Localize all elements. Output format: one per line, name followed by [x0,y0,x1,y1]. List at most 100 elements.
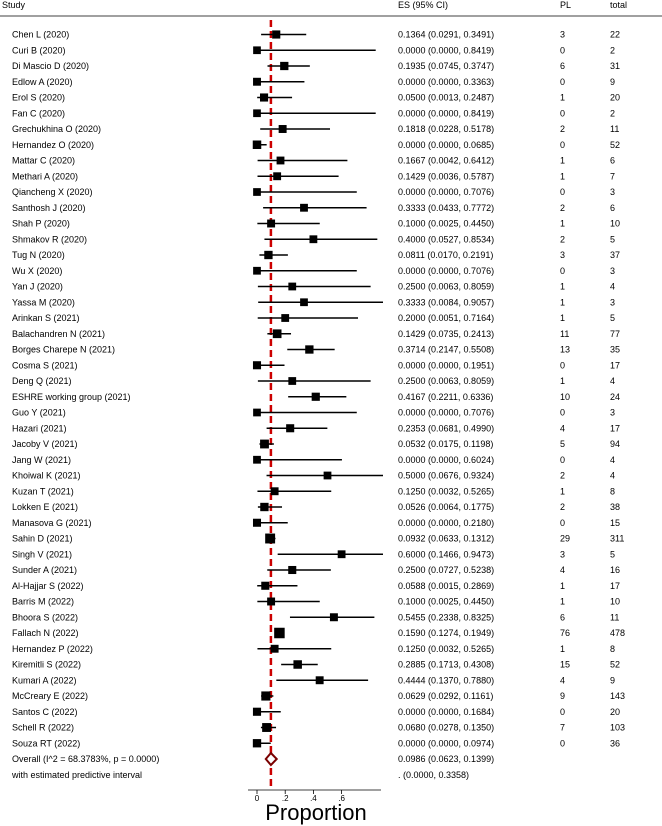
study-row: Erol S (2020) 0.0500 (0.0013, 0.2487) 1 20 [12,93,620,103]
total-value: 20 [610,707,620,717]
effect-size-marker [272,30,281,39]
total-value: 16 [610,565,620,575]
study-row: Curi B (2020) 0.0000 (0.0000, 0.8419) 0 2 [12,45,615,55]
effect-size-marker [288,282,297,291]
study-row: Deng Q (2021) 0.2500 (0.0063, 0.8059) 1 4 [12,376,615,386]
study-label: Guo Y (2021) [12,408,66,418]
pl-value: 0 [560,140,565,150]
pl-value: 1 [560,219,565,229]
study-row: McCreary E (2022) 0.0629 (0.0292, 0.1161)… [12,691,625,701]
study-row: Santhosh J (2020) 0.3333 (0.0433, 0.7772)… [12,203,615,213]
study-row: Methari A (2020) 0.1429 (0.0036, 0.5787) 1… [12,171,615,181]
es-ci-value: 0.0932 (0.0633, 0.1312) [398,534,494,544]
pl-value: 2 [560,234,565,244]
es-ci-value: 0.3333 (0.0433, 0.7772) [398,203,494,213]
effect-size-marker [278,125,287,133]
pl-value: 1 [560,486,565,496]
total-value: 4 [610,455,615,465]
effect-size-marker [288,377,297,385]
study-label: Souza RT (2022) [12,738,80,748]
x-tick-label: .4 [310,794,317,803]
es-ci-value: 0.1429 (0.0036, 0.5787) [398,171,494,181]
es-ci-value: 0.0000 (0.0000, 0.6024) [398,455,494,465]
header-total: total [610,0,627,10]
study-rows: Chen L (2020) 0.1364 (0.0291, 0.3491) 3 22 C… [12,30,625,749]
study-row: Chen L (2020) 0.1364 (0.0291, 0.3491) 3 22 [12,30,620,40]
study-row: Jang W (2021) 0.0000 (0.0000, 0.6024) 0 4 [12,455,615,465]
pl-value: 1 [560,282,565,292]
pl-value: 0 [560,738,565,748]
effect-size-marker [300,298,308,307]
study-label: Edlow A (2020) [12,77,73,87]
study-row: Tug N (2020) 0.0811 (0.0170, 0.2191) 3 37 [12,250,620,260]
study-row: Arinkan S (2021) 0.2000 (0.0051, 0.7164) 1… [12,313,615,323]
total-value: 9 [610,77,615,87]
pl-value: 2 [560,203,565,213]
es-ci-value: 0.0588 (0.0015, 0.2869) [398,581,494,591]
study-label: Singh V (2021) [12,549,72,559]
study-label: Di Mascio D (2020) [12,61,89,71]
effect-size-marker [280,61,289,71]
study-row: Fallach N (2022) 0.1590 (0.1274, 0.1949) 7… [12,627,625,639]
total-value: 11 [610,612,619,622]
header-study: Study [2,0,26,10]
effect-size-marker [260,439,269,449]
study-row: Santos C (2022) 0.0000 (0.0000, 0.1684) 0 2… [12,707,620,717]
study-label: Schell R (2022) [12,723,74,733]
effect-size-marker [253,188,261,196]
effect-size-marker [300,203,308,212]
study-row: Qiancheng X (2020) 0.0000 (0.0000, 0.7076… [12,187,615,197]
overall-label: Overall (I^2 = 68.3783%, p = 0.0000) [12,754,159,764]
es-ci-value: 0.0532 (0.0175, 0.1198) [398,439,493,449]
pl-value: 13 [560,345,570,355]
study-row: Al-Hajjar S (2022) 0.0588 (0.0015, 0.2869… [12,581,620,591]
total-value: 52 [610,660,620,670]
effect-size-marker [286,424,295,433]
study-row: Borges Charepe N (2021) 0.3714 (0.2147, 0… [12,345,620,355]
total-value: 3 [610,297,615,307]
pl-value: 1 [560,171,565,181]
study-label: Tug N (2020) [12,250,65,260]
study-label: Shmakov R (2020) [12,234,87,244]
es-ci-value: 0.2000 (0.0051, 0.7164) [398,313,494,323]
study-label: Kuzan T (2021) [12,486,74,496]
effect-size-marker [274,627,285,639]
pl-value: 4 [560,423,565,433]
es-ci-value: 0.1667 (0.0042, 0.6412) [398,156,494,166]
study-row: Sahin D (2021) 0.0932 (0.0633, 0.1312) 29 3… [12,533,624,544]
effect-size-marker [337,550,346,559]
effect-size-marker [253,46,261,55]
es-ci-value: 0.4167 (0.2211, 0.6336) [398,392,493,402]
overall-es-ci: 0.0986 (0.0623, 0.1399) [398,754,494,764]
effect-size-marker [323,471,332,480]
pl-value: 1 [560,313,565,323]
pl-value: 0 [560,707,565,717]
study-row: Souza RT (2022) 0.0000 (0.0000, 0.0974) 0 3… [12,738,620,748]
study-row: Hernandez P (2022) 0.1250 (0.0032, 0.5265… [12,644,615,654]
effect-size-marker [311,392,320,401]
pl-value: 3 [560,30,565,40]
total-value: 143 [610,691,625,701]
study-row: Kiremitli S (2022) 0.2885 (0.1713, 0.4308… [12,660,620,670]
x-tick-label: .2 [282,794,289,803]
study-label: Shah P (2020) [12,219,70,229]
total-value: 7 [610,171,615,181]
pl-value: 0 [560,455,565,465]
effect-size-marker [276,156,285,165]
total-value: 5 [610,313,615,323]
study-label: Santhosh J (2020) [12,203,86,213]
pl-value: 4 [560,565,565,575]
pl-value: 0 [560,266,565,276]
total-value: 37 [610,250,620,260]
effect-size-marker [252,707,262,716]
study-row: Khoiwal K (2021) 0.5000 (0.0676, 0.9324) 2… [12,471,615,481]
study-label: Sahin D (2021) [12,534,73,544]
effect-size-marker [253,408,261,417]
es-ci-value: 0.0811 (0.0170, 0.2191) [398,250,493,260]
study-label: Kiremitli S (2022) [12,660,81,670]
study-label: Santos C (2022) [12,707,78,717]
effect-size-marker [261,581,270,590]
effect-size-marker [309,235,318,244]
study-row: Kumari A (2022) 0.4444 (0.1370, 0.7880) 4 9 [12,675,615,685]
total-value: 36 [610,738,620,748]
